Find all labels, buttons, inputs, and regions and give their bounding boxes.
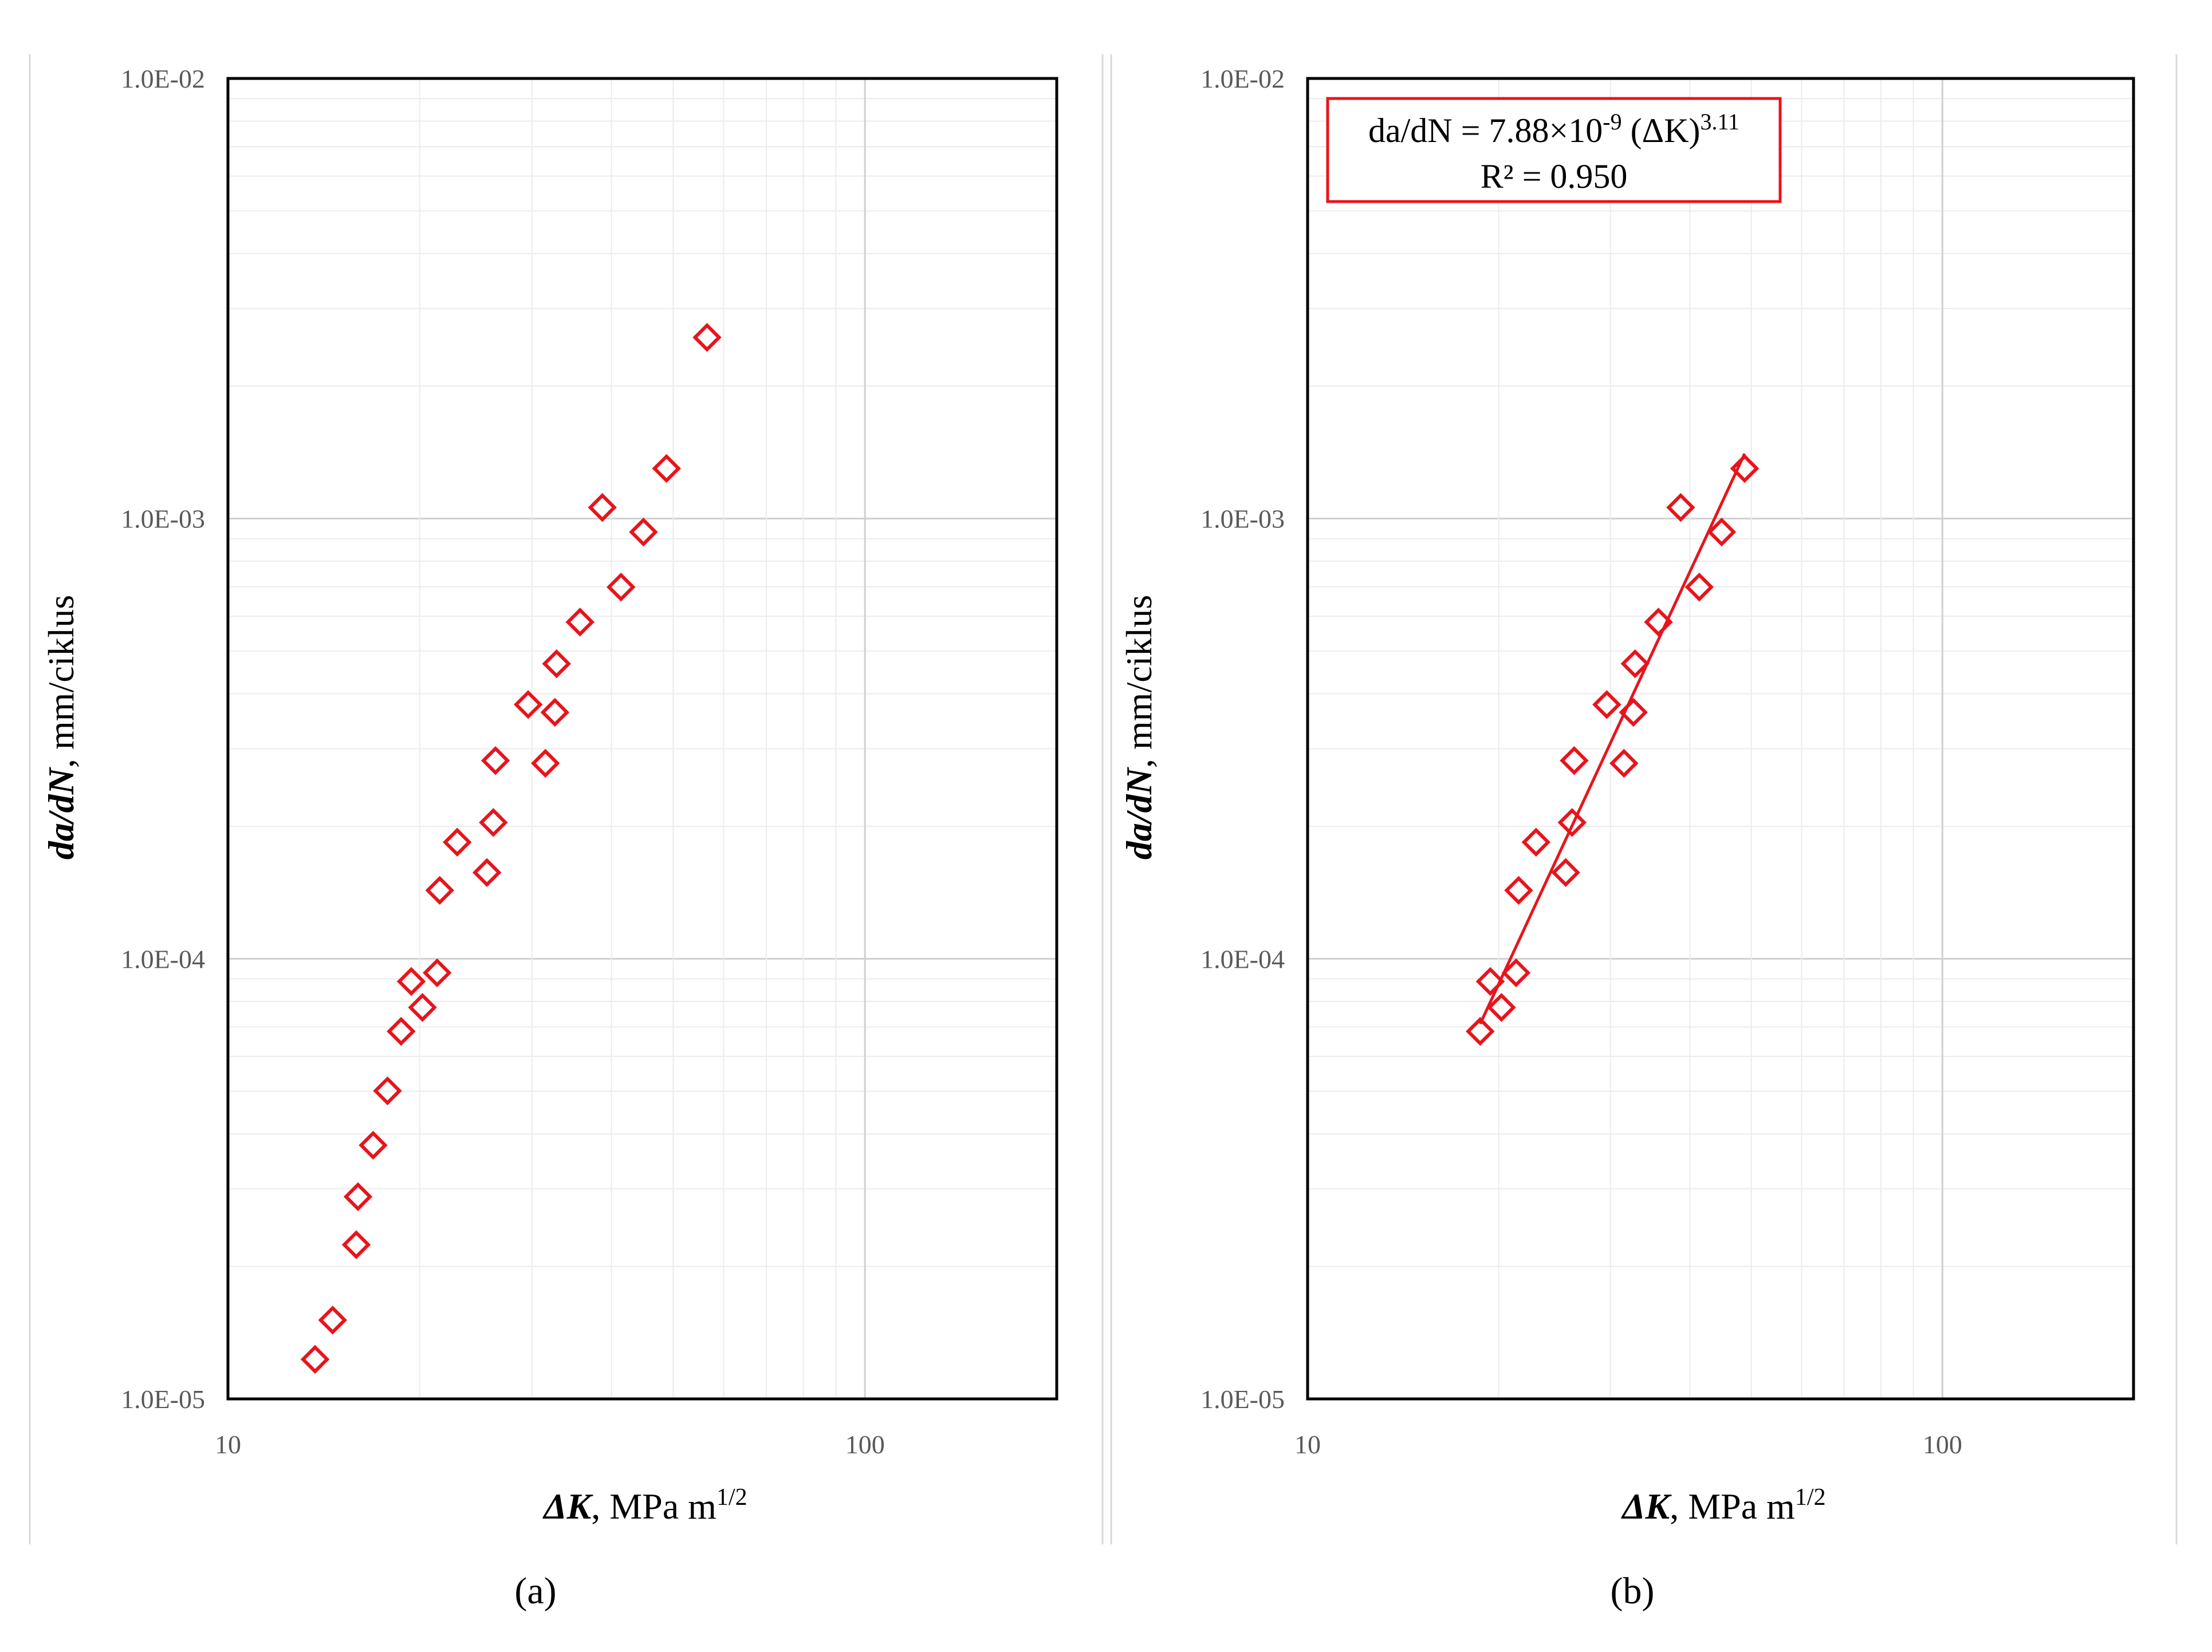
data-point [606, 572, 636, 602]
x-tick-label: 100 [1923, 1430, 1962, 1459]
data-point [442, 827, 472, 857]
y-tick-label: 1.0E-03 [121, 504, 205, 534]
y-tick-label: 1.0E-05 [121, 1385, 205, 1414]
panel-a-y-axis-title: da/dN, mm/ciklus [41, 595, 81, 859]
panel-a-markers [300, 323, 722, 1374]
data-point [1501, 958, 1531, 988]
data-point [425, 876, 454, 905]
equation-prefix: da/dN = 7.88×10 [1368, 112, 1603, 149]
data-point [1619, 697, 1648, 727]
panel-b-plot-area [1306, 77, 2135, 1401]
data-point [300, 1345, 330, 1374]
data-point [341, 1230, 371, 1260]
data-point [1684, 572, 1714, 602]
panel-b-equation-box: da/dN = 7.88×10-9 (ΔK)3.11 R² = 0.950 [1326, 97, 1782, 203]
data-point [479, 808, 508, 837]
data-point [513, 690, 543, 719]
data-point [1521, 827, 1551, 857]
y-tick-label: 1.0E-03 [1201, 504, 1285, 534]
y-tick-label: 1.0E-02 [121, 64, 205, 93]
data-point [629, 517, 658, 547]
panel-a-ylabel-units: mm/ciklus [41, 595, 81, 750]
panel-a-x-ticks: 10 100 [215, 1430, 885, 1459]
data-point [472, 858, 502, 887]
data-point [396, 967, 426, 996]
data-point [481, 746, 510, 775]
data-point [1557, 808, 1587, 837]
x-tick-label: 10 [1294, 1430, 1321, 1459]
data-point [1592, 690, 1621, 719]
x-tick-label: 10 [215, 1430, 241, 1459]
data-point [1551, 858, 1580, 887]
data-point [542, 649, 571, 679]
panel-b-y-ticks: 1.0E-02 1.0E-03 1.0E-04 1.0E-05 [1201, 64, 1285, 1414]
y-tick-label: 1.0E-02 [1201, 64, 1285, 93]
x-tick-label: 100 [845, 1430, 885, 1459]
data-point [1466, 1016, 1495, 1046]
data-point [565, 608, 595, 637]
panel-b-ylabel-units: mm/ciklus [1119, 595, 1159, 750]
panel-b-x-ticks: 10 100 [1294, 1430, 1962, 1459]
data-point [1666, 492, 1695, 522]
panel-a-grid [228, 78, 1057, 1400]
panel-b-xlabel-sep: , [1670, 1486, 1688, 1527]
panel-a-ylabel-main: da/dN [41, 766, 81, 859]
y-tick-label: 1.0E-04 [121, 944, 205, 973]
panel-b-x-axis-title: ΔK, MPa m1/2 [1620, 1484, 1825, 1527]
data-point [387, 1016, 416, 1046]
panel-b-xlabel-units: MPa m [1688, 1486, 1795, 1527]
data-point [1730, 454, 1760, 483]
data-point [1707, 517, 1737, 547]
panel-a-xlabel-main: ΔK [542, 1486, 593, 1527]
data-point [422, 958, 452, 988]
data-point [540, 697, 570, 727]
panel-a-caption: (a) [514, 1570, 556, 1612]
equation-exp-1: -9 [1603, 109, 1621, 135]
panel-b-caption: (b) [1611, 1570, 1655, 1612]
data-point [1609, 748, 1639, 778]
panel-b-ylabel-sep: , [1119, 750, 1159, 768]
panel-b-xlabel-main: ΔK [1620, 1486, 1672, 1527]
panel-b-grid [1308, 78, 2134, 1400]
data-point [1560, 746, 1589, 775]
panel-a: 1.0E-02 1.0E-03 1.0E-04 1.0E-05 10 100 da/dN… [41, 64, 1058, 1612]
equation-exp-2: 3.11 [1701, 109, 1740, 135]
panel-a-ylabel-sep: , [41, 750, 81, 768]
y-tick-label: 1.0E-05 [1201, 1385, 1285, 1414]
panel-a-xlabel-units: MPa m [609, 1486, 717, 1527]
data-point [1504, 876, 1533, 905]
panel-a-xlabel-sep: , [591, 1486, 609, 1527]
equation-box-frame [1326, 97, 1782, 203]
data-point [373, 1076, 402, 1106]
panel-a-xlabel-exp: 1/2 [717, 1484, 747, 1511]
data-point [359, 1130, 388, 1160]
panel-b-ylabel-main: da/dN [1119, 766, 1159, 859]
r-squared-label: R² = 0.950 [1481, 157, 1628, 195]
data-point [408, 993, 437, 1022]
panel-b-xlabel-exp: 1/2 [1795, 1484, 1826, 1511]
data-point [1644, 608, 1673, 637]
data-point [588, 492, 617, 522]
panel-b-y-axis-title: da/dN, mm/ciklus [1119, 595, 1159, 859]
equation-line: da/dN = 7.88×10-9 (ΔK)3.11 [1368, 109, 1739, 149]
panel-a-plot-area [226, 77, 1058, 1401]
panel-b-markers [1466, 454, 1760, 1046]
data-point [1487, 993, 1516, 1022]
data-point [530, 748, 560, 778]
panel-a-x-axis-title: ΔK, MPa m1/2 [542, 1484, 747, 1527]
data-point [1475, 967, 1505, 996]
panel-b: 1.0E-02 1.0E-03 1.0E-04 1.0E-05 10 100 da/dN… [1119, 64, 2135, 1612]
data-point [1620, 649, 1650, 679]
data-point [652, 454, 681, 483]
panel-a-y-ticks: 1.0E-02 1.0E-03 1.0E-04 1.0E-05 [121, 64, 205, 1414]
data-point [692, 323, 722, 352]
data-point [343, 1182, 373, 1212]
data-point [318, 1306, 348, 1335]
equation-mid: (ΔK) [1622, 112, 1701, 149]
panel-b-trendline [1479, 453, 1746, 1025]
y-tick-label: 1.0E-04 [1201, 944, 1285, 973]
